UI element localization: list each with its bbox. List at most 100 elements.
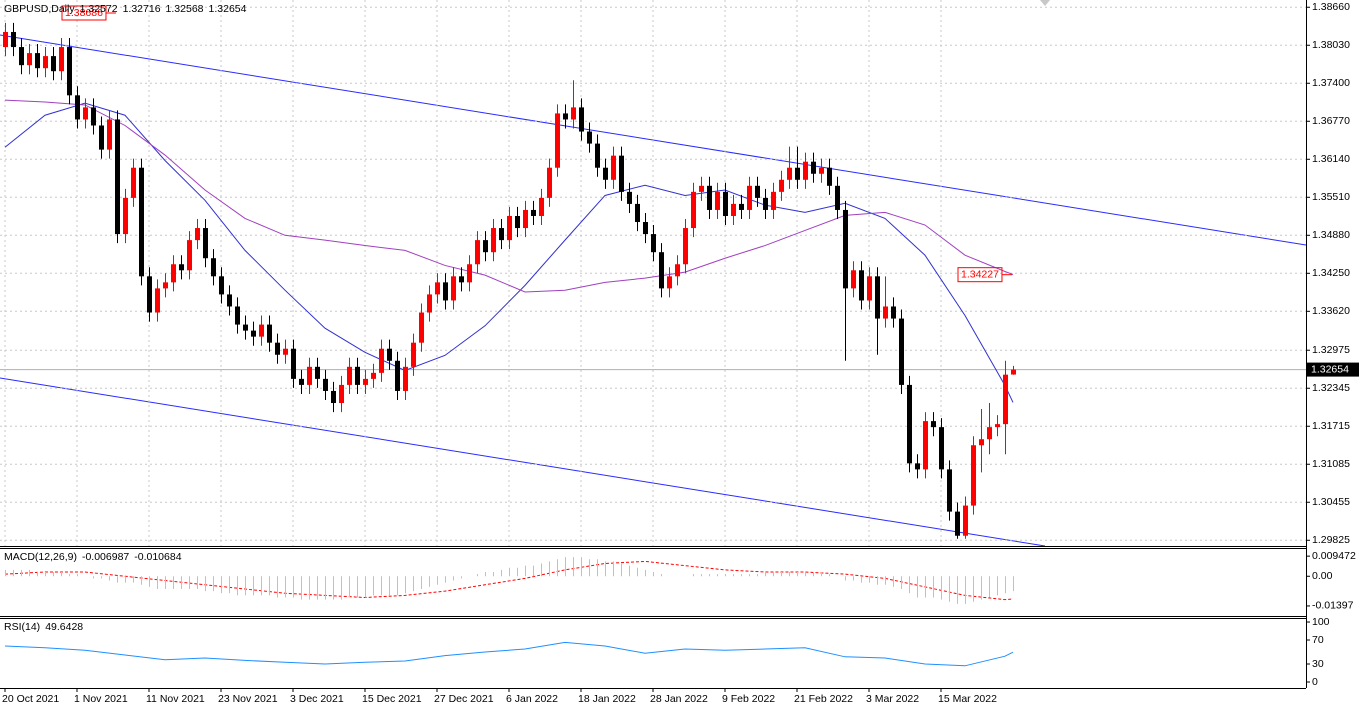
candle-body	[963, 505, 968, 536]
last-price-label: 1.32654	[1311, 363, 1349, 375]
candle-body	[579, 107, 584, 132]
candle-body	[539, 197, 544, 216]
candle-body	[451, 276, 456, 301]
candle-body	[515, 215, 520, 229]
candle-body	[43, 56, 48, 69]
candle-body	[283, 348, 288, 355]
candle-body	[851, 270, 856, 289]
candle-body	[331, 390, 336, 404]
candle-body	[747, 185, 752, 210]
candle-body	[291, 348, 296, 379]
candle-body	[563, 113, 568, 120]
candle-body	[995, 424, 1000, 428]
candle-body	[163, 282, 168, 289]
candle-body	[115, 119, 120, 235]
candle-body	[339, 384, 344, 404]
candle-body	[107, 119, 112, 150]
candle-body	[195, 228, 200, 241]
y-tick-label: 70	[1312, 634, 1324, 646]
indicator-title: RSI(14)	[4, 621, 40, 633]
indicator-title: GBPUSD,Daily	[4, 3, 75, 15]
header-value: 1.32654	[209, 3, 247, 15]
candle-body	[787, 167, 792, 180]
candle-body	[27, 53, 32, 66]
candle-body	[323, 378, 328, 391]
candle-body	[443, 282, 448, 301]
y-tick-label: 100	[1312, 616, 1330, 628]
header-value: -0.006987	[82, 551, 129, 563]
candle-body	[467, 264, 472, 283]
candle-body	[899, 318, 904, 385]
candle-body	[715, 191, 720, 210]
candle-body	[707, 185, 712, 210]
candle-body	[819, 167, 824, 174]
candle-body	[699, 185, 704, 192]
candle-body	[259, 324, 264, 337]
marks	[3, 22, 1016, 667]
candle-body	[795, 167, 800, 180]
candle-body	[419, 312, 424, 343]
y-tick-label: 30	[1312, 658, 1324, 670]
candle-body	[827, 167, 832, 186]
x-tick-label: 21 Feb 2022	[794, 693, 853, 705]
candle-body	[139, 167, 144, 277]
candle-body	[99, 125, 104, 150]
x-tick-label: 9 Feb 2022	[722, 693, 775, 705]
candle-body	[499, 228, 504, 241]
candle-body	[971, 445, 976, 506]
candle-body	[627, 191, 632, 204]
price-label: 1.34227	[961, 268, 999, 280]
x-tick-label: 27 Dec 2021	[434, 693, 494, 705]
candle-body	[91, 107, 96, 126]
candle-body	[491, 228, 496, 253]
candle-body	[355, 366, 360, 385]
candle-body	[859, 270, 864, 301]
x-tick-label: 15 Mar 2022	[938, 693, 997, 705]
price-label: 1.38686	[65, 7, 103, 19]
x-tick-label: 18 Jan 2022	[578, 693, 636, 705]
candle-body	[507, 215, 512, 241]
rsi-line	[4, 641, 1014, 667]
x-tick-label: 23 Nov 2021	[218, 693, 278, 705]
candle-body	[595, 143, 600, 168]
candle-body	[1011, 369, 1016, 375]
candle-body	[619, 155, 624, 192]
candle-body	[403, 366, 408, 391]
candle-body	[659, 252, 664, 289]
candle-body	[75, 95, 80, 120]
candle-body	[275, 342, 280, 355]
candle-body	[763, 197, 768, 210]
x-tick-label: 15 Dec 2021	[362, 693, 422, 705]
candle-body	[987, 427, 992, 440]
candle-body	[755, 185, 760, 198]
candle-body	[203, 228, 208, 259]
candle-body	[691, 191, 696, 229]
last-price-box	[1307, 362, 1359, 377]
candle-body	[771, 191, 776, 210]
y-tick-label: 1.29825	[1312, 534, 1350, 546]
candle-body	[915, 463, 920, 470]
x-tick-label: 3 Dec 2021	[290, 693, 344, 705]
header-value: -0.010684	[134, 551, 181, 563]
x-tick-label: 6 Jan 2022	[506, 693, 558, 705]
candle-body	[123, 197, 128, 235]
y-tick-label: 1.33620	[1312, 305, 1350, 317]
candle-body	[667, 276, 672, 289]
indicator-line	[4, 560, 1014, 601]
y-tick-label: 0.009472	[1312, 550, 1356, 562]
candle-body	[1003, 374, 1008, 425]
candle-body	[147, 276, 152, 313]
candle-body	[35, 53, 40, 69]
candle-body	[923, 421, 928, 470]
candle-body	[555, 113, 560, 168]
candle-body	[427, 294, 432, 313]
candle-body	[59, 47, 64, 72]
y-tick-label: 1.30455	[1312, 496, 1350, 508]
candle-body	[675, 264, 680, 277]
candle-body	[843, 209, 848, 289]
candle-body	[51, 56, 56, 72]
candle-body	[531, 209, 536, 216]
candle-body	[931, 421, 936, 428]
